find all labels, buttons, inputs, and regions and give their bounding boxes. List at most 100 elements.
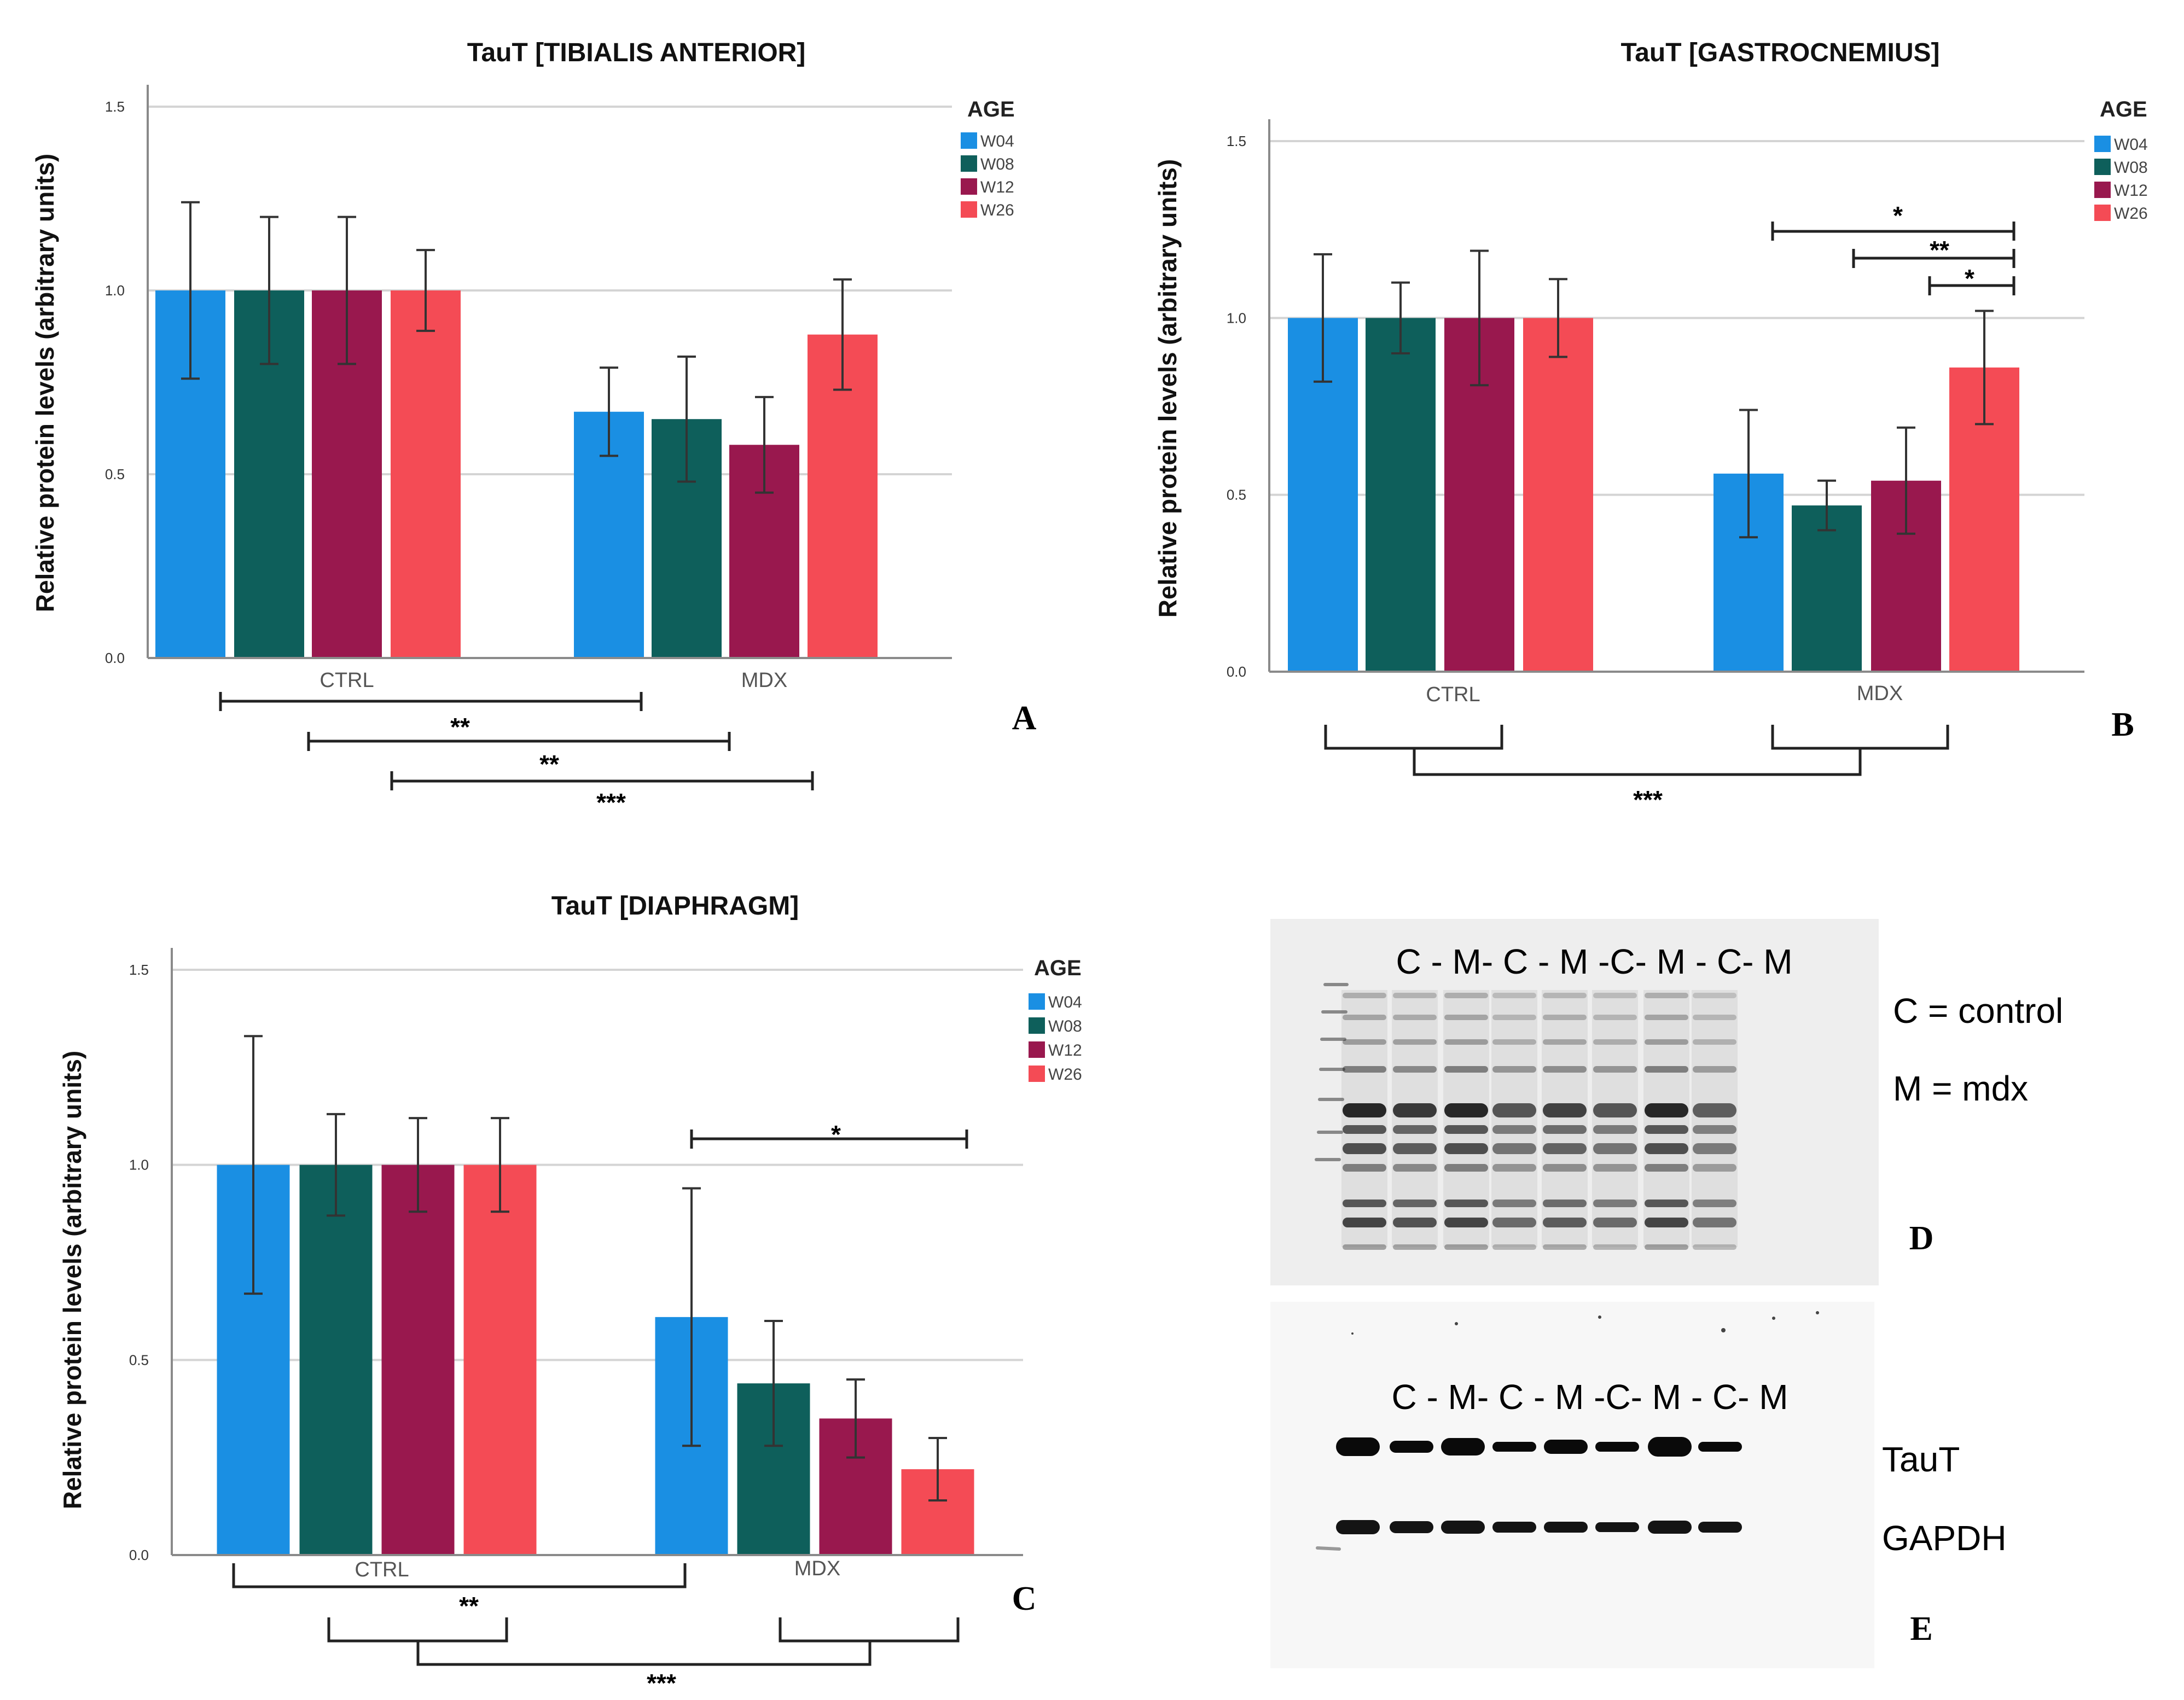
significance-brackets <box>1324 222 2015 776</box>
total-protein-lanes <box>1341 990 1738 1250</box>
legend-swatch-w04 <box>961 132 977 149</box>
blot-band <box>1693 1218 1736 1227</box>
blot-band <box>1693 1066 1736 1073</box>
sig-bracket <box>690 1130 968 1149</box>
blot-band <box>1645 1125 1688 1134</box>
blot-band <box>1444 1143 1488 1154</box>
y-tick-label: 1.0 <box>105 282 125 299</box>
sig-bracket <box>390 771 814 790</box>
error-bar-ctrl-w04 <box>1314 253 1332 383</box>
blot-band <box>1492 1143 1536 1154</box>
sig-bracket <box>1771 222 2015 241</box>
chart-diaphragm: TauT [DIAPHRAGM] Relative protein levels… <box>58 892 1082 1697</box>
blot-band <box>1693 1103 1736 1117</box>
band-label-taut: TauT <box>1882 1440 1960 1479</box>
error-bar-ctrl-w04 <box>244 1035 263 1295</box>
blot-band <box>1543 1200 1587 1207</box>
blot-band <box>1492 1125 1536 1134</box>
blot-band <box>1645 1066 1688 1073</box>
blot-d: C - M- C - M -C- M - C- M D <box>1270 919 1879 1285</box>
panel-letter-e: E <box>1910 1610 1932 1647</box>
blot-band <box>1645 1039 1688 1045</box>
blot-band <box>1343 993 1386 998</box>
error-bars <box>244 1035 947 1502</box>
y-tick-label: 0.5 <box>1227 487 1246 503</box>
legend-label-w26: W26 <box>980 201 1014 219</box>
taut-band <box>1698 1442 1742 1452</box>
blot-band <box>1645 1164 1688 1172</box>
error-bar-ctrl-w04 <box>181 201 200 380</box>
sig-bracket <box>232 1563 687 1588</box>
taut-band <box>1441 1438 1485 1456</box>
taut-band-row <box>1336 1437 1742 1457</box>
band-label-gapdh: GAPDH <box>1882 1518 2007 1558</box>
y-tick-label: 1.5 <box>129 962 149 978</box>
blot-e-key: TauT GAPDH <box>1882 1440 2007 1558</box>
blot-band <box>1645 1244 1688 1250</box>
blot-band <box>1593 1125 1637 1134</box>
blot-band <box>1543 1015 1587 1020</box>
lane-smear <box>1392 990 1438 1247</box>
blot-band <box>1492 1039 1536 1045</box>
blot-band <box>1543 993 1587 998</box>
category-label-mdx: MDX <box>741 669 787 692</box>
category-label-mdx: MDX <box>1857 682 1903 705</box>
error-bar-ctrl-w08 <box>1391 281 1410 354</box>
legend-swatch-w04 <box>2094 136 2111 152</box>
blot-band <box>1693 1244 1736 1250</box>
panel-letter: D <box>1909 1220 1934 1257</box>
blot-band <box>1343 1143 1386 1154</box>
chart-title: TauT [DIAPHRAGM] <box>551 892 799 921</box>
y-tick-label: 1.0 <box>129 1157 149 1173</box>
error-bar-ctrl-w26 <box>491 1117 509 1213</box>
sig-bracket <box>416 1641 872 1666</box>
lane-smear <box>1592 990 1638 1247</box>
legend-label-w12: W12 <box>2114 182 2148 200</box>
blot-band <box>1492 1200 1536 1207</box>
y-tick-labels: 0.0 0.5 1.0 1.5 <box>129 962 149 1563</box>
error-bar-mdx-w08 <box>677 355 696 483</box>
legend-label-w12: W12 <box>1048 1041 1082 1059</box>
blot-e: C - M- C - M -C- M - C- M <box>1270 1302 1874 1668</box>
blot-band <box>1693 993 1736 998</box>
blot-band <box>1543 1164 1587 1172</box>
blot-band <box>1693 1143 1736 1154</box>
legend-swatch-w12 <box>1029 1041 1045 1058</box>
lane-labels: C - M- C - M -C- M - C- M <box>1396 942 1792 981</box>
y-axis-label: Relative protein levels (arbitrary units… <box>1153 159 1182 618</box>
blot-band <box>1543 1143 1587 1154</box>
error-bar-mdx-w26 <box>833 278 852 391</box>
blot-band <box>1444 993 1488 998</box>
y-tick-label: 0.5 <box>105 466 125 482</box>
blot-band <box>1492 1066 1536 1073</box>
legend-swatch-w26 <box>2094 205 2111 221</box>
blot-band <box>1593 1015 1637 1020</box>
sig-bracket <box>1413 748 1862 776</box>
taut-band <box>1648 1437 1692 1457</box>
taut-band <box>1336 1437 1380 1456</box>
legend-label-w04: W04 <box>2114 136 2148 154</box>
blot-band <box>1492 1103 1536 1117</box>
blot-band <box>1393 1066 1437 1073</box>
blot-band <box>1492 1244 1536 1250</box>
chart-tibialis-anterior: TauT [TIBIALIS ANTERIOR] Relative protei… <box>31 38 1037 817</box>
blot-band <box>1444 1244 1488 1250</box>
legend-title: AGE <box>967 97 1015 121</box>
blot-band <box>1645 1218 1688 1227</box>
blot-band <box>1593 1218 1637 1227</box>
blot-band <box>1393 993 1437 998</box>
y-tick-label: 0.0 <box>1227 663 1246 680</box>
error-bar-mdx-w08 <box>764 1320 783 1447</box>
gapdh-band <box>1441 1521 1485 1534</box>
significance-label: *** <box>596 788 626 817</box>
blot-band <box>1593 1066 1637 1073</box>
legend-swatch-w26 <box>961 201 977 218</box>
gapdh-band <box>1492 1522 1536 1533</box>
blot-band <box>1492 1164 1536 1172</box>
y-axis-label: Relative protein levels (arbitrary units… <box>31 154 59 613</box>
legend-title: AGE <box>2100 97 2147 121</box>
legend-swatch-w04 <box>1029 993 1045 1010</box>
legend-swatch-w12 <box>961 178 977 195</box>
sig-bracket <box>1324 725 1503 750</box>
legend-label-w08: W08 <box>2114 159 2148 177</box>
